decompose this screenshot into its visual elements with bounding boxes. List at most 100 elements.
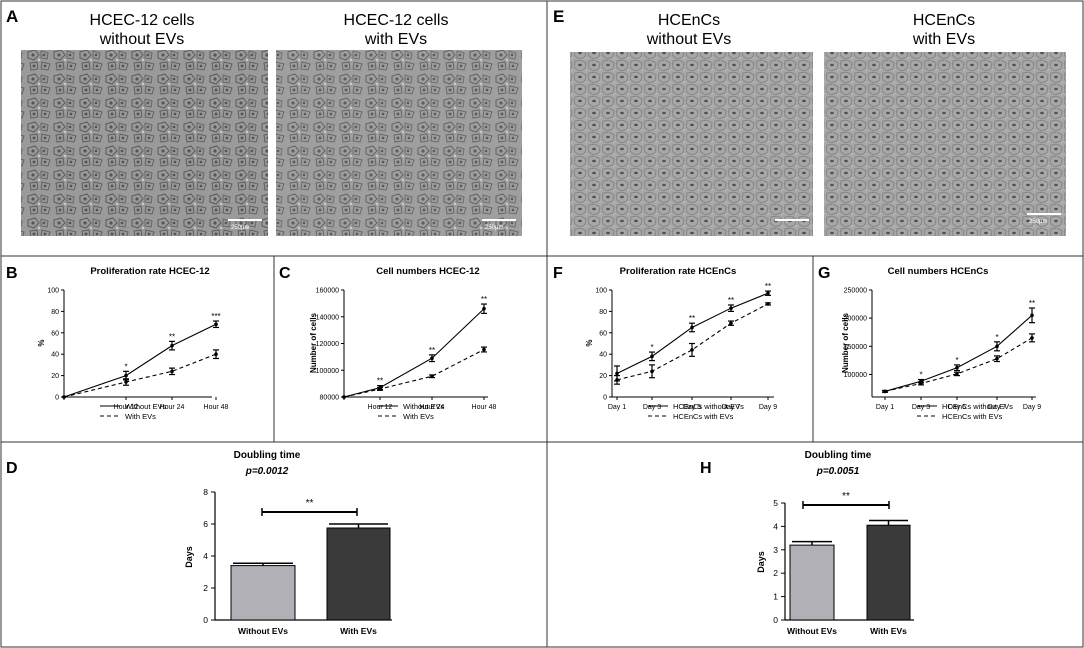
x-tick-label-g: Day 7 xyxy=(988,404,1006,411)
series-line-g-1 xyxy=(884,337,1033,392)
significance-d: ** xyxy=(306,498,314,509)
chart-title-d: Doubling time xyxy=(234,450,301,461)
y-tick-label-c: 100000 xyxy=(316,368,339,375)
data-point-b-1 xyxy=(124,380,128,384)
y-tick-label-g: 150000 xyxy=(844,344,867,351)
significance-g: * xyxy=(995,333,998,342)
x-tick-label-f: Day 1 xyxy=(608,404,626,411)
chart-title-g: Cell numbers HCEnCs xyxy=(888,266,989,277)
y-tick-label-d: 2 xyxy=(203,583,208,593)
legend-label-b: With EVs xyxy=(125,412,156,421)
panel-letter-g: G xyxy=(818,265,830,282)
y-axis-label-h: Days xyxy=(756,551,766,573)
panel-letter-e: E xyxy=(553,7,564,26)
micrograph-hcec12-with-evs xyxy=(276,50,522,236)
data-point-f-0 xyxy=(729,306,733,310)
data-point-b-1 xyxy=(214,352,218,357)
data-point-c-1 xyxy=(482,347,486,352)
x-tick-label-f: Day 9 xyxy=(759,404,777,411)
chart-title-h: Doubling time xyxy=(805,450,872,461)
micrograph-title-a-right-line2: with EVs xyxy=(364,31,427,48)
micrograph-title-a-left-line1: HCEC-12 cells xyxy=(90,12,195,29)
micrograph-title-a-right-line1: HCEC-12 cells xyxy=(344,12,449,29)
data-point-b-0 xyxy=(214,322,218,327)
y-tick-label-g: 100000 xyxy=(844,372,867,379)
chart-title-f: Proliferation rate HCEnCs xyxy=(620,266,737,277)
data-point-c-1 xyxy=(342,395,346,399)
data-point-f-0 xyxy=(615,371,619,376)
x-tick-label-b: Hour 12 xyxy=(114,404,139,411)
data-point-c-0 xyxy=(430,356,434,361)
charts-layer: B Proliferation rate HCEC-12020406080100%… xyxy=(6,265,1041,636)
data-point-f-1 xyxy=(766,302,770,306)
legend-label-f: HCEnCs with EVs xyxy=(673,412,734,421)
x-tick-label-g: Day 1 xyxy=(876,404,894,411)
y-tick-label-f: 40 xyxy=(599,352,607,359)
data-point-g-1 xyxy=(955,372,959,376)
x-tick-label-h: With EVs xyxy=(870,626,907,636)
data-point-f-0 xyxy=(766,291,770,296)
micrograph-title-e-left-line1: HCEnCs xyxy=(658,12,720,29)
y-tick-label-b: 80 xyxy=(51,309,59,316)
chart-subtitle-d: p=0.0012 xyxy=(245,466,289,477)
significance-g: * xyxy=(955,356,958,365)
data-point-c-1 xyxy=(430,374,434,379)
data-point-g-0 xyxy=(1030,313,1034,318)
y-tick-label-c: 80000 xyxy=(320,395,340,402)
panel-a: A HCEC-12 cells without EVs HCEC-12 cell… xyxy=(6,7,522,236)
y-tick-label-d: 8 xyxy=(203,487,208,497)
chart-title-b: Proliferation rate HCEC-12 xyxy=(90,266,209,277)
chart-title-c: Cell numbers HCEC-12 xyxy=(376,266,479,277)
series-line-c-1 xyxy=(343,349,485,398)
data-point-c-0 xyxy=(482,306,486,311)
micrograph-title-e-right-line2: with EVs xyxy=(912,31,975,48)
x-tick-label-b: Hour 48 xyxy=(204,404,229,411)
x-tick-label-c: Hour 12 xyxy=(368,404,393,411)
x-tick-label-c: Hour 24 xyxy=(420,404,445,411)
bar-d-1 xyxy=(326,527,391,621)
bar-d-0 xyxy=(230,565,296,621)
y-tick-label-g: 200000 xyxy=(844,316,867,323)
legend-label-c: With EVs xyxy=(403,412,434,421)
y-tick-label-h: 4 xyxy=(773,521,778,531)
x-tick-label-f: Day 5 xyxy=(683,404,701,411)
bar-h-0 xyxy=(789,544,835,621)
data-point-f-1 xyxy=(650,369,654,374)
panel-letter-c: C xyxy=(279,265,291,282)
panel-letter-b: B xyxy=(6,265,18,282)
x-tick-label-d: With EVs xyxy=(340,626,377,636)
data-point-g-1 xyxy=(919,381,923,386)
legend-label-f: HCEnCs without EVs xyxy=(673,402,744,411)
y-tick-label-h: 1 xyxy=(773,592,778,602)
x-tick-label-g: Day 9 xyxy=(1023,404,1041,411)
y-tick-label-c: 160000 xyxy=(316,288,339,295)
y-tick-label-b: 40 xyxy=(51,352,59,359)
legend-label-b: Without EVs xyxy=(125,402,167,411)
data-point-f-0 xyxy=(690,325,694,330)
significance-b: ** xyxy=(169,332,175,341)
y-tick-label-h: 5 xyxy=(773,498,778,508)
data-point-f-1 xyxy=(615,378,619,382)
y-tick-label-h: 0 xyxy=(773,615,778,625)
x-tick-label-h: Without EVs xyxy=(787,626,837,636)
significance-b: *** xyxy=(211,312,220,321)
y-axis-label-b: % xyxy=(37,339,46,346)
data-point-f-1 xyxy=(690,348,694,352)
micrograph-title-a-left-line2: without EVs xyxy=(99,31,184,48)
significance-c: ** xyxy=(377,377,383,386)
series-line-g-0 xyxy=(884,314,1033,392)
micrograph-title-e-right-line1: HCEnCs xyxy=(913,12,975,29)
significance-f: * xyxy=(650,343,653,352)
series-line-c-0 xyxy=(343,308,485,398)
series-line-b-0 xyxy=(63,323,217,398)
data-point-g-1 xyxy=(1030,336,1034,340)
y-axis-label-c: Number of cells xyxy=(309,312,318,373)
y-tick-label-h: 3 xyxy=(773,545,778,555)
y-tick-label-d: 0 xyxy=(203,615,208,625)
micrograph-hcec12-without-evs xyxy=(21,50,268,236)
panel-letter-f: F xyxy=(553,265,563,282)
y-tick-label-b: 60 xyxy=(51,330,59,337)
